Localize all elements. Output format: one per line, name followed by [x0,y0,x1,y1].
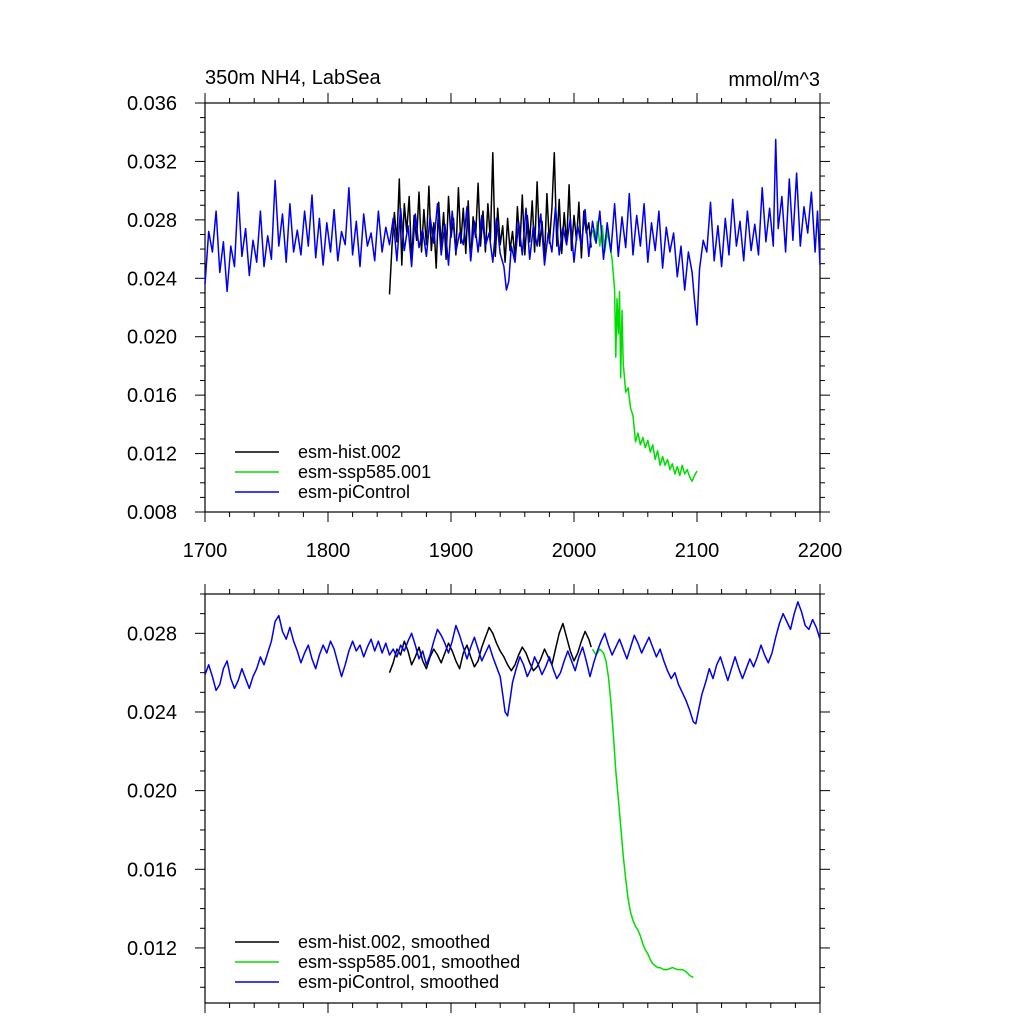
y-tick-label: 0.012 [127,938,177,960]
x-tick-label: 1800 [306,540,351,562]
top-panel: 350m NH4, LabSea mmol/m^3 1700 1800 1900 20… [127,67,842,562]
series-line-esm-ssp585-001 [591,220,698,483]
y-tick-label: 0.016 [127,385,177,407]
series-line-esm-picontrol [204,138,821,326]
y-tick-label: 0.024 [127,702,177,724]
series-line-esm-ssp585-001-smoothed [591,648,694,979]
y-tick-label: 0.036 [127,93,177,115]
y-tick-label: 0.024 [127,268,177,290]
x-tick-label: 1900 [429,540,474,562]
x-tick-label: 2000 [552,540,597,562]
legend-label: esm-ssp585.001, smoothed [298,952,520,972]
x-tick-label: 2200 [798,540,843,562]
y-tick-label: 0.020 [127,327,177,349]
top-plot-area: 1700 1800 1900 2000 2100 2200 0.008 0.012 0.016 0… [127,93,842,562]
y-tick-label: 0.020 [127,781,177,803]
bottom-plot-frame [204,593,821,1004]
y-tick-label: 0.016 [127,859,177,881]
y-tick-label: 0.008 [127,502,177,524]
legend-label: esm-hist.002, smoothed [298,932,490,952]
bottom-panel: 0.012 0.016 0.020 0.024 0.028 esm-hist.002, … [127,584,830,1013]
legend-label: esm-piControl, smoothed [298,972,499,992]
legend-label: esm-piControl [298,482,410,502]
bottom-plot-area: 0.012 0.016 0.020 0.024 0.028 [127,584,830,1013]
y-tick-label: 0.028 [127,623,177,645]
y-tick-label: 0.012 [127,444,177,466]
x-tick-label: 1700 [183,540,228,562]
legend-label: esm-hist.002 [298,442,401,462]
series-line-esm-picontrol-smoothed [204,601,821,725]
x-tick-label: 2100 [675,540,720,562]
y-tick-label: 0.032 [127,151,177,173]
series-line-esm-hist-002 [388,151,592,295]
series-line-esm-hist-002-smoothed [388,622,592,673]
chart-title: 350m NH4, LabSea [205,67,382,89]
legend-label: esm-ssp585.001 [298,462,431,482]
y-tick-label: 0.028 [127,210,177,232]
units-label: mmol/m^3 [728,69,820,91]
